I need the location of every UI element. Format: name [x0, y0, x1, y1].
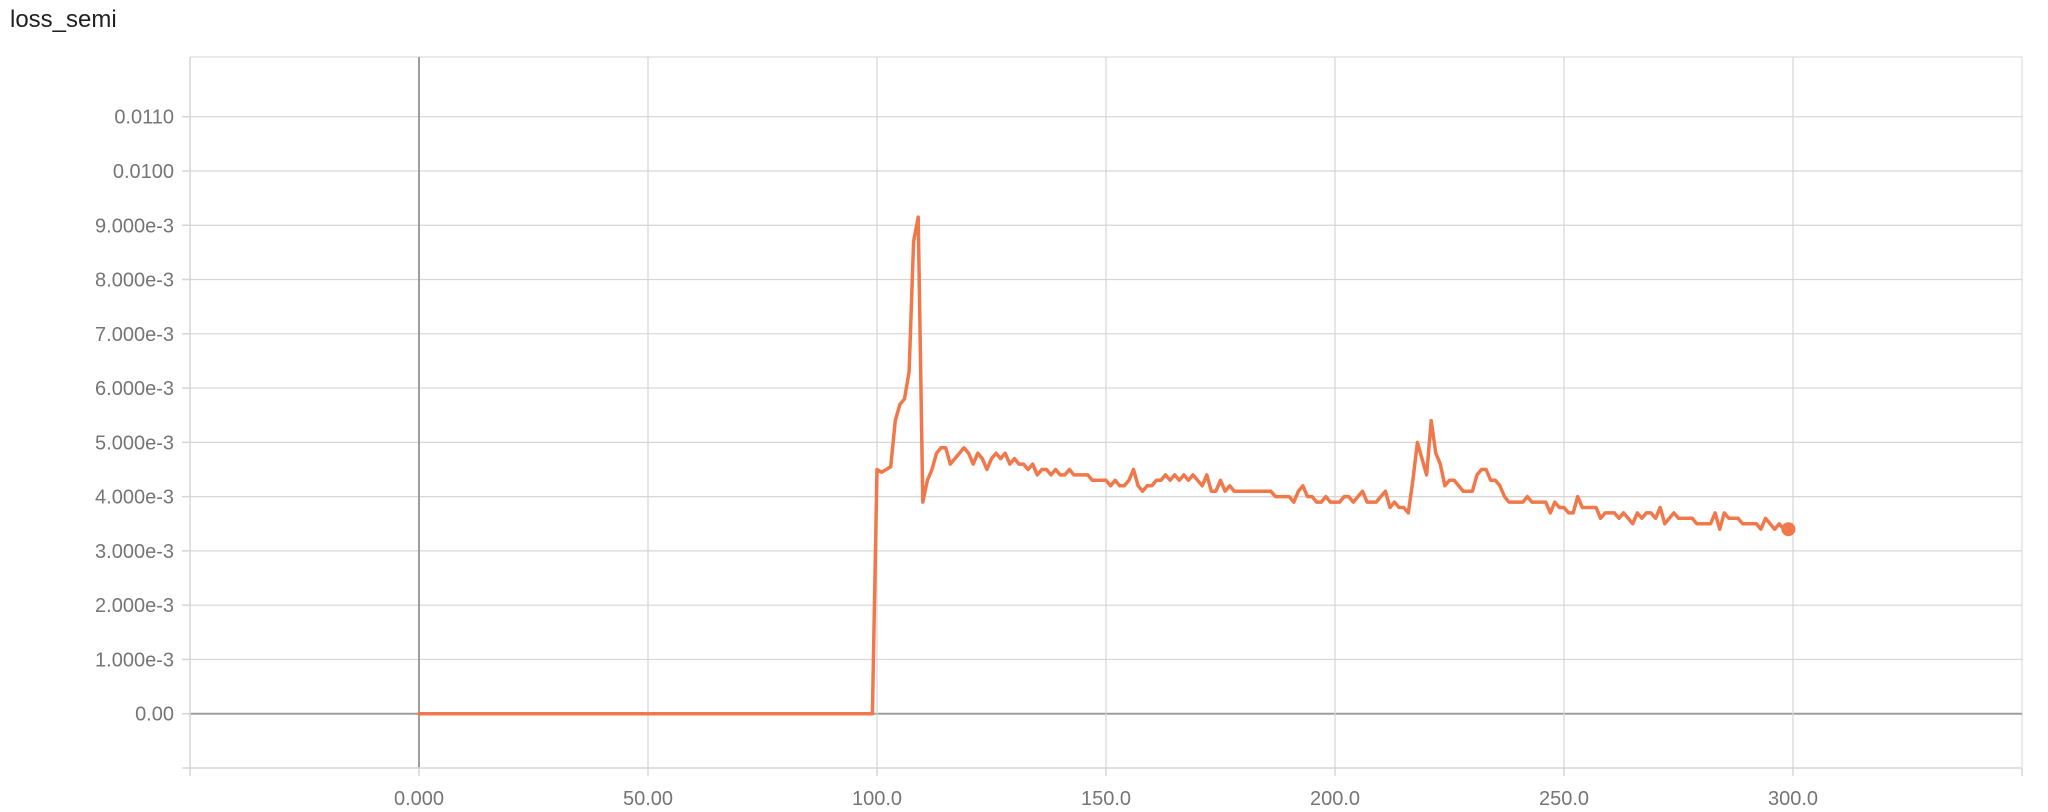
y-tick-label: 9.000e-3	[95, 215, 174, 237]
x-tick-label: 50.00	[623, 788, 673, 810]
y-tick-label: 0.0110	[114, 107, 174, 129]
y-tick-label: 4.000e-3	[95, 487, 174, 509]
x-tick-label: 200.0	[1310, 788, 1360, 810]
y-tick-label: 0.00	[135, 704, 174, 726]
series-layer	[417, 215, 1796, 716]
tick-label-layer: 0.00 1.000e-3 2.000e-3 3.000e-3 4.000e-3 5.00…	[95, 107, 1818, 810]
y-tick-label: 7.000e-3	[95, 324, 174, 346]
axis-layer	[182, 57, 2023, 776]
series-end-point	[1781, 522, 1796, 537]
x-tick-label: 250.0	[1539, 788, 1589, 810]
y-tick-label: 0.0100	[113, 161, 174, 183]
y-tick-label: 1.000e-3	[95, 649, 174, 671]
y-tick-label: 6.000e-3	[95, 378, 174, 400]
y-tick-label: 8.000e-3	[95, 270, 174, 292]
x-tick-label: 100.0	[852, 788, 902, 810]
y-tick-label: 3.000e-3	[95, 541, 174, 563]
x-tick-label: 0.000	[394, 788, 444, 810]
chart-title: loss_semi	[10, 6, 117, 33]
y-tick-label: 5.000e-3	[95, 432, 174, 454]
y-tick-label: 2.000e-3	[95, 595, 174, 617]
x-tick-label: 150.0	[1081, 788, 1131, 810]
grid-layer	[190, 56, 2023, 768]
series-line	[417, 215, 1791, 716]
x-tick-label: 300.0	[1768, 788, 1818, 810]
